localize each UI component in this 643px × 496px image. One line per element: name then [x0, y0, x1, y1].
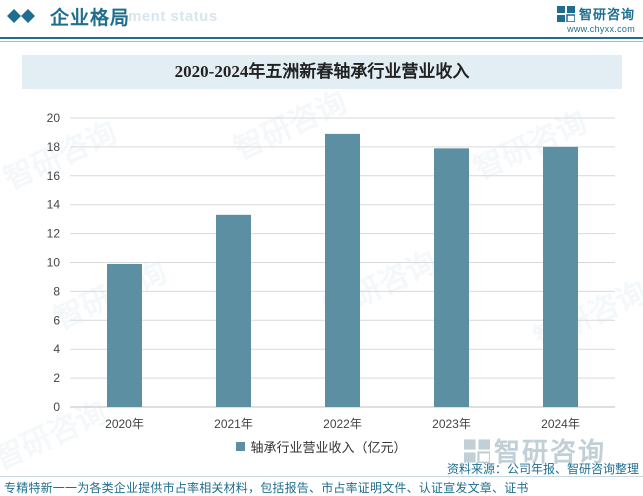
section-title: 企业格局: [50, 8, 131, 29]
x-tick-label: 2023年: [432, 417, 471, 431]
x-tick-label: 2022年: [323, 417, 362, 431]
footer-watermark-logo: 智研咨询: [464, 432, 606, 469]
legend-swatch: [236, 442, 246, 451]
x-tick-label: 2021年: [214, 417, 253, 431]
y-tick-label: 0: [53, 400, 60, 414]
bar: [107, 263, 142, 407]
brand-name: 智研咨询: [578, 7, 635, 22]
y-tick-label: 16: [47, 169, 61, 183]
y-tick-label: 14: [47, 198, 61, 212]
page-header: ment status 企业格局 智研咨询 www.chyxx.com: [0, 0, 643, 42]
chyxx-logo-icon: [556, 5, 575, 22]
y-tick-label: 10: [47, 256, 61, 270]
legend-label: 轴承行业营业收入（亿元）: [250, 440, 407, 455]
data-source: 资料来源：公司年报、智研咨询整理: [446, 462, 639, 476]
bar: [543, 146, 578, 407]
y-tick-label: 18: [47, 140, 61, 154]
y-tick-label: 8: [53, 284, 60, 298]
x-tick-label: 2024年: [541, 417, 580, 431]
y-tick-label: 4: [53, 342, 60, 356]
chart-legend: 轴承行业营业收入（亿元）: [0, 437, 643, 456]
y-tick-label: 20: [47, 111, 61, 125]
y-axis-tick-labels: 0 2 4 6 8 10 12 14 16 18 20: [47, 111, 61, 414]
bar: [434, 148, 469, 407]
watermark-logo-icon: [464, 438, 490, 463]
y-tick-label: 2: [53, 371, 60, 385]
x-tick-label: 2020年: [105, 417, 144, 431]
y-tick-label: 6: [53, 313, 60, 327]
chart-title: 2020-2024年五洲新春轴承行业营业收入: [22, 55, 622, 89]
header-rule: [0, 37, 643, 39]
footer-slogan: 专精特新一一为各类企业提供市占率相关材料，包括报告、市占率证明文件、认证宣发文章…: [4, 481, 529, 495]
y-tick-label: 12: [47, 227, 61, 241]
header-rule-thin: [0, 41, 643, 42]
header-ghost-text: ment status: [128, 8, 218, 25]
x-axis-tick-labels: 2020年 2021年 2022年 2023年 2024年: [105, 417, 580, 431]
double-diamond-icon: [7, 9, 35, 23]
bar: [325, 133, 360, 407]
footer-rule: [0, 476, 643, 477]
bars: [107, 133, 578, 407]
watermark-text: 智研咨询: [494, 437, 607, 467]
brand-block: 智研咨询 www.chyxx.com: [556, 4, 635, 34]
brand-url: www.chyxx.com: [567, 24, 635, 34]
bar: [216, 214, 251, 407]
